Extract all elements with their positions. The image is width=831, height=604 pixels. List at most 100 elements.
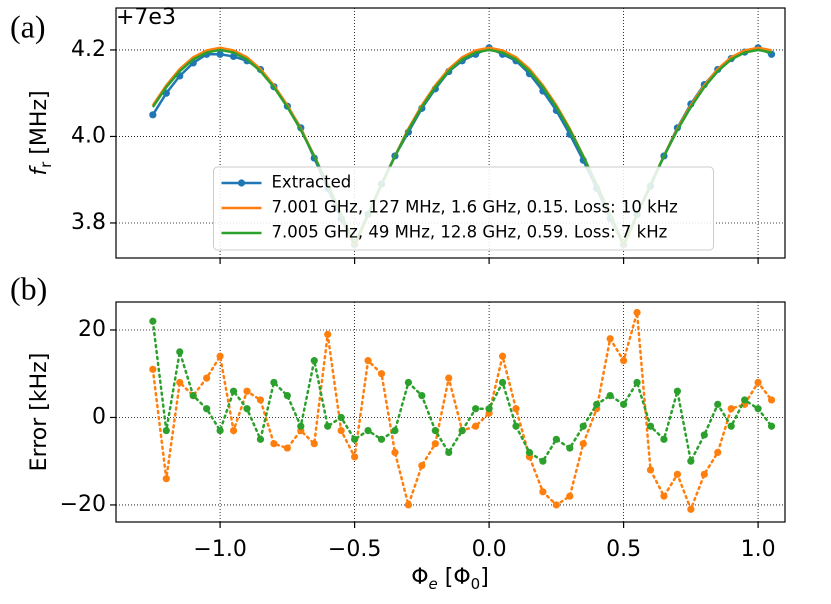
data-point [243,387,251,395]
data-point [512,405,520,413]
data-point [337,426,345,435]
data-point [256,435,265,443]
data-point [149,317,157,325]
data-point [646,422,655,430]
data-point [189,391,197,400]
data-point [754,378,762,387]
data-point [606,391,614,400]
legend-label: 7.001 GHz, 127 MHz, 1.6 GHz, 0.15. Loss:… [272,198,678,217]
label-part: [Φ [438,565,471,590]
data-point [418,391,426,400]
x-tick-label: 0.0 [472,537,507,562]
data-point [566,492,574,500]
data-point [149,365,157,373]
plot-frame [115,301,786,523]
data-point [418,461,426,470]
data-point [566,444,574,452]
y-tick-label: 0 [92,404,106,429]
y-axis-label: Error [kHz] [27,353,52,472]
y-tick-label: 20 [78,317,106,342]
data-point [485,405,493,413]
label-part: 0 [471,575,481,593]
x-tick-label: −1.0 [193,537,246,562]
panel-label: (b) [10,270,47,306]
data-point [700,431,708,439]
data-point [633,308,641,317]
data-point [620,357,628,365]
data-point [216,50,224,58]
data-point [579,422,587,430]
data-point [445,448,453,457]
data-point [458,426,466,435]
data-point [391,426,399,435]
label-part: ] [480,565,489,590]
data-point [216,426,224,435]
x-axis-label: Φe [Φ0] [411,565,489,593]
data-point [431,440,439,448]
x-tick-label: 0.5 [606,537,641,562]
data-point [498,378,507,387]
x-tick-label: −0.5 [328,537,381,562]
label-part: f [27,165,52,176]
data-point [431,426,439,435]
y-tick-label: 4.2 [71,37,106,62]
data-point [754,405,762,413]
data-point [203,374,211,382]
data-point [404,501,413,509]
y-tick-label: 4.0 [71,123,106,148]
data-point [673,470,682,478]
legend-label: 7.005 GHz, 49 MHz, 12.8 GHz, 0.59. Loss:… [272,223,668,242]
data-point [498,352,507,360]
data-point [283,444,291,452]
data-point [270,378,278,387]
data-point [310,440,318,448]
series-line [151,48,772,248]
data-point [377,435,386,443]
data-point [472,422,480,430]
data-point [216,352,224,360]
data-point [472,405,480,413]
y-axis-label: fr [MHz] [27,90,55,175]
data-point [646,466,655,474]
data-point [203,405,211,413]
data-point [714,448,722,457]
data-point [660,435,668,443]
label-part: [MHz] [27,90,52,161]
data-point [176,378,184,387]
data-point [351,435,359,443]
data-point [149,111,157,119]
data-point [377,370,386,378]
data-point [539,457,547,465]
data-point [162,426,170,435]
data-point [552,501,560,509]
data-point [351,453,359,461]
legend-marker [237,179,246,187]
data-point [714,400,722,408]
x-tick-label: 1.0 [741,537,776,562]
data-point [525,448,534,457]
label-part: Φ [411,565,428,590]
data-point [229,387,238,395]
data-point [162,475,170,483]
data-point [404,378,413,387]
offset-text: +7e3 [116,5,176,30]
y-tick-label: 3.8 [71,210,106,235]
label-part: r [37,161,55,168]
y-tick-label: −20 [60,492,106,517]
data-point [310,357,318,365]
data-point [243,405,251,413]
data-point [727,422,735,430]
data-point [767,396,776,404]
legend-label: Extracted [272,173,352,192]
data-point [700,470,708,478]
data-point [445,374,453,382]
data-point [579,440,587,448]
data-point [539,488,547,496]
data-point [660,492,668,500]
data-point [364,357,372,365]
data-point [727,405,735,413]
data-point [767,422,776,430]
data-point [606,335,614,343]
data-point [256,396,265,404]
